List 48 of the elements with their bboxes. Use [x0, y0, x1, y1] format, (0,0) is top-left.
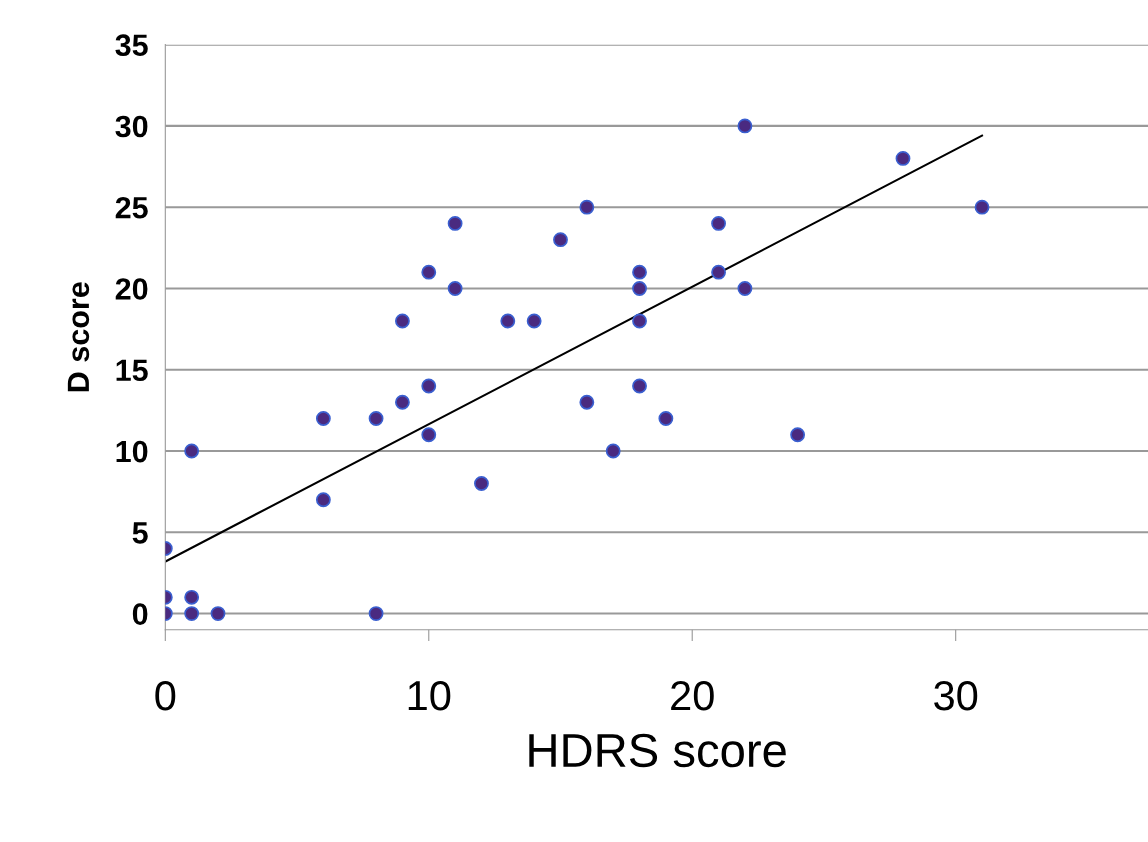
point [447, 281, 463, 296]
point [447, 216, 463, 231]
y-axis-title: D score [67, 282, 90, 392]
point [632, 264, 647, 280]
point [474, 476, 489, 491]
point [315, 411, 331, 426]
point [579, 199, 595, 215]
point [368, 606, 384, 621]
x-tick-label: 0 [155, 680, 176, 711]
point [605, 443, 621, 459]
point [368, 411, 384, 426]
point [632, 281, 647, 296]
point [711, 216, 726, 231]
x-tick-label: 10 [408, 680, 451, 711]
point [974, 199, 990, 215]
point [184, 606, 200, 621]
point [394, 394, 410, 410]
x-axis-title: HDRS score [529, 733, 786, 768]
y-tick-label: 5 [132, 522, 148, 544]
point [394, 313, 410, 329]
point [632, 378, 647, 394]
point [421, 378, 437, 394]
point [553, 232, 568, 248]
point [184, 443, 200, 459]
y-tick-label: 10 [116, 440, 148, 463]
x-tick-label: 20 [671, 680, 714, 711]
point [895, 150, 911, 166]
point [500, 313, 516, 329]
y-tick-label: 25 [115, 196, 148, 219]
y-tick-label: 0 [132, 603, 148, 625]
point [658, 411, 674, 426]
y-tick-label: 35 [115, 34, 148, 57]
point [737, 118, 753, 134]
y-tick-label: 15 [116, 359, 148, 382]
point [421, 427, 437, 443]
y-tick-label: 30 [115, 115, 148, 138]
point [184, 589, 200, 605]
y-tick-label: 20 [115, 278, 148, 300]
point [210, 606, 226, 621]
point [526, 313, 542, 329]
point [421, 264, 437, 280]
point [315, 492, 331, 508]
point [711, 264, 726, 280]
point [579, 394, 595, 410]
point [737, 281, 753, 296]
point [632, 313, 647, 329]
point [790, 427, 806, 443]
x-tick-label: 30 [934, 680, 978, 711]
